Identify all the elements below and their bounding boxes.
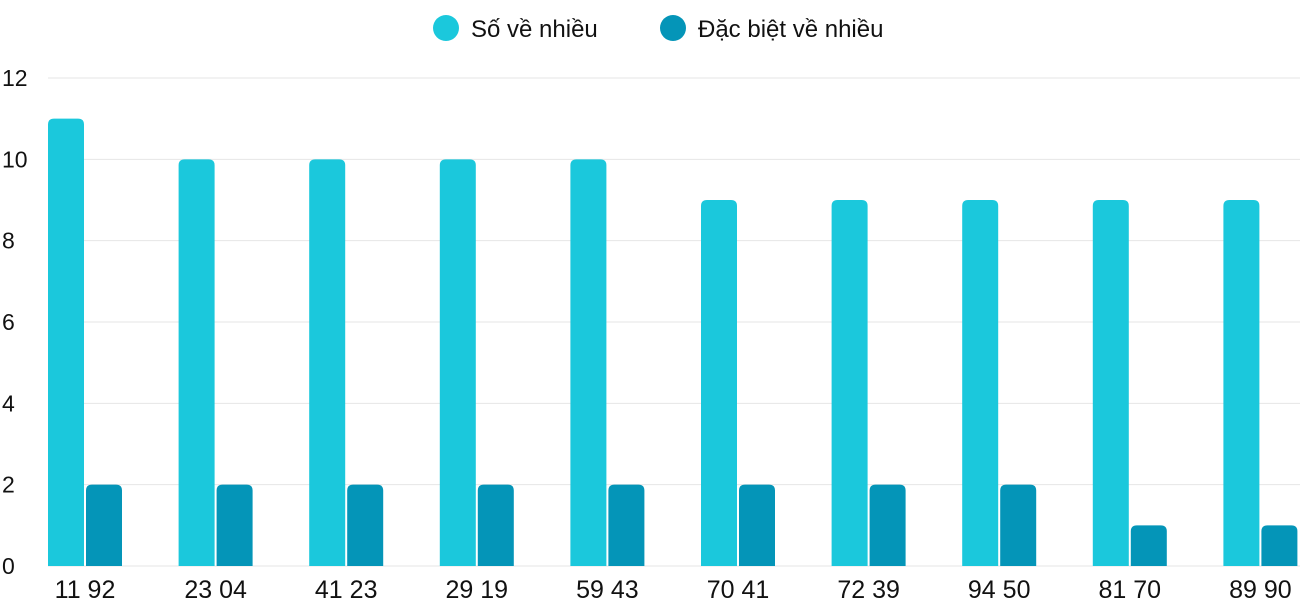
- bar-so-ve-nhieu: [962, 200, 999, 566]
- bar-so-ve-nhieu: [831, 200, 868, 566]
- x-tick-label: 11 92: [55, 576, 116, 600]
- bar-dac-biet-ve-nhieu: [347, 484, 384, 566]
- legend: Số về nhiều Đặc biệt về nhiều: [433, 15, 883, 43]
- bar-so-ve-nhieu: [48, 118, 84, 567]
- x-tick-label: 72 39: [837, 576, 900, 600]
- bar-so-ve-nhieu: [701, 200, 737, 566]
- y-tick-label: 12: [2, 65, 28, 91]
- x-tick-label: 41 23: [315, 576, 378, 600]
- legend-label: Đặc biệt về nhiều: [698, 16, 883, 43]
- bar-dac-biet-ve-nhieu: [1261, 525, 1298, 566]
- bar-dac-biet-ve-nhieu: [1130, 525, 1167, 566]
- y-tick-label: 4: [2, 390, 15, 416]
- x-axis-ticks: 11 92 23 04 41 23 29 19 59 43 70 41 72 39 94 50…: [55, 576, 1292, 600]
- bar-dac-biet-ve-nhieu: [1000, 484, 1037, 566]
- y-tick-label: 10: [2, 146, 28, 172]
- y-tick-label: 6: [2, 309, 15, 335]
- x-tick-label: 81 70: [1099, 576, 1162, 600]
- x-tick-label: 94 50: [968, 576, 1031, 600]
- grid-lines: [48, 77, 1300, 567]
- x-tick-label: 59 43: [576, 576, 639, 600]
- bar-dac-biet-ve-nhieu: [86, 484, 122, 566]
- x-tick-label: 70 41: [707, 576, 770, 600]
- bar-dac-biet-ve-nhieu: [869, 484, 906, 566]
- y-tick-label: 2: [2, 472, 15, 498]
- x-tick-label: 23 04: [184, 576, 247, 600]
- bar-dac-biet-ve-nhieu: [216, 484, 253, 566]
- legend-swatch: [660, 15, 686, 41]
- legend-swatch: [433, 15, 459, 41]
- y-axis-ticks: 0 2 4 6 8 10 12: [2, 65, 28, 579]
- y-tick-label: 8: [2, 228, 15, 254]
- x-tick-label: 29 19: [446, 576, 509, 600]
- bar-dac-biet-ve-nhieu: [739, 484, 775, 566]
- bar-dac-biet-ve-nhieu: [608, 484, 645, 566]
- bar-so-ve-nhieu: [1223, 200, 1260, 566]
- bars: [48, 118, 1298, 567]
- bar-so-ve-nhieu: [309, 159, 346, 567]
- bar-so-ve-nhieu: [178, 159, 215, 567]
- y-tick-label: 0: [2, 553, 15, 579]
- bar-so-ve-nhieu: [570, 159, 607, 567]
- bar-dac-biet-ve-nhieu: [477, 484, 514, 566]
- bar-so-ve-nhieu: [439, 159, 476, 567]
- bar-so-ve-nhieu: [1092, 200, 1129, 566]
- legend-label: Số về nhiều: [471, 16, 598, 43]
- x-tick-label: 89 90: [1229, 576, 1292, 600]
